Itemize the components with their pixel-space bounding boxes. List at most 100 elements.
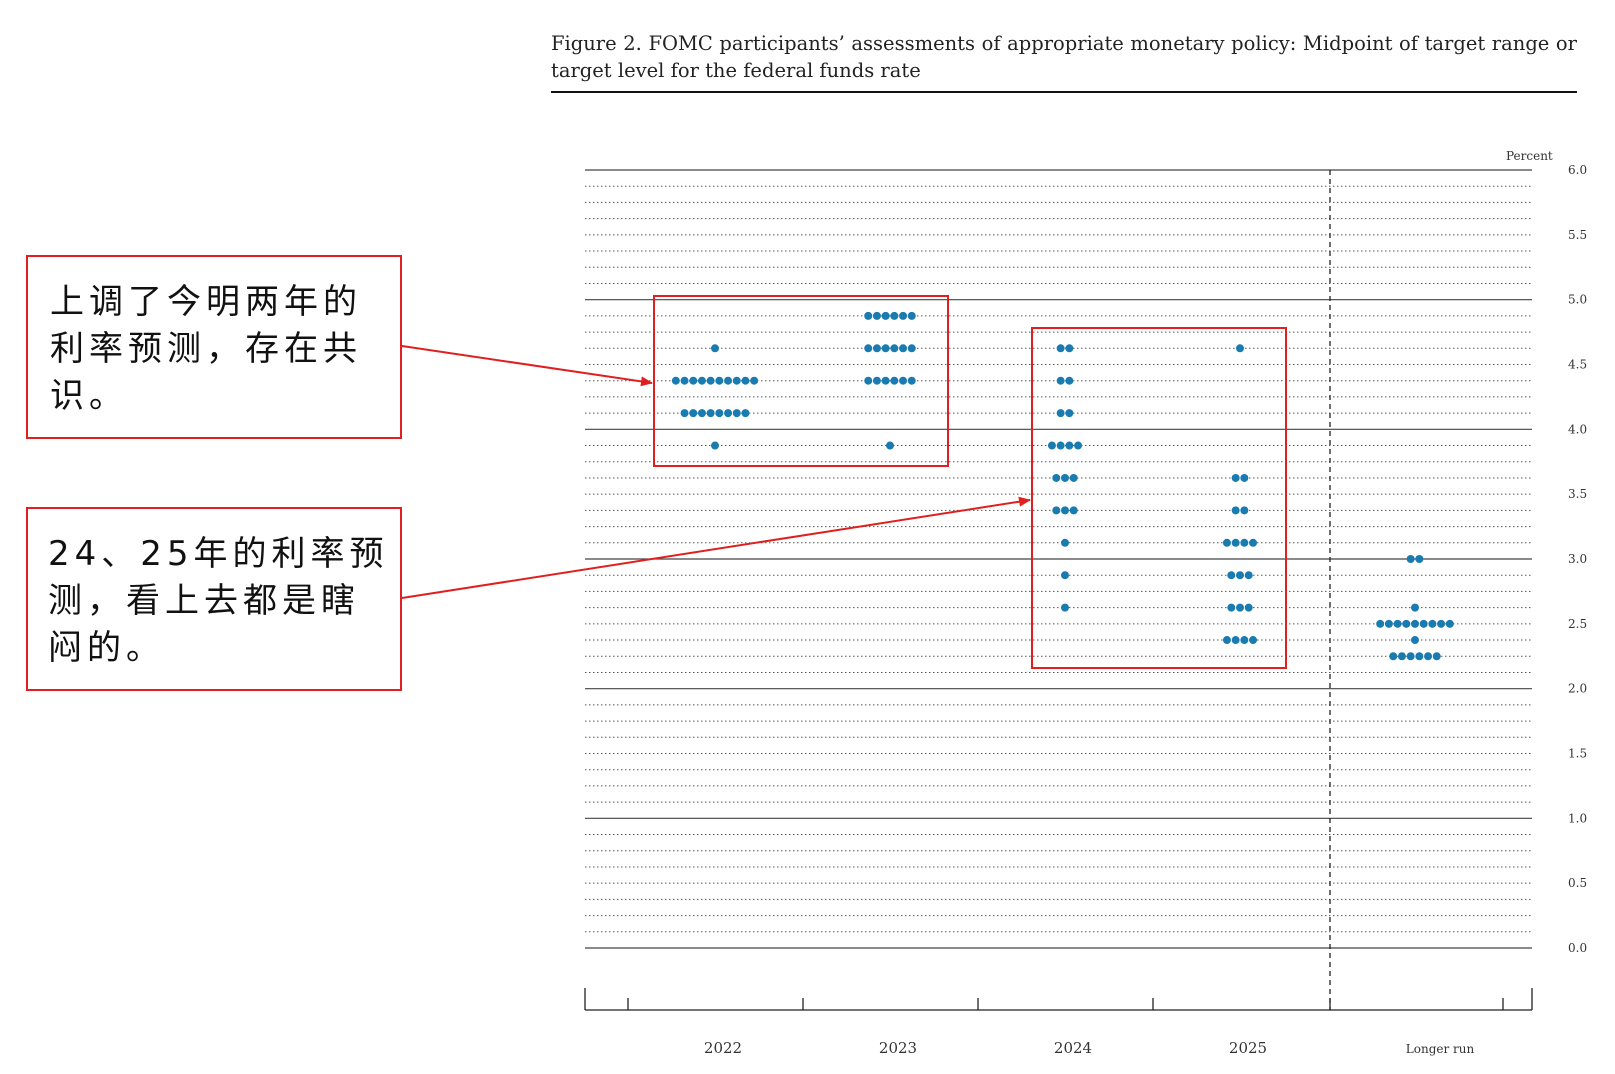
dot-2025 <box>1244 571 1253 580</box>
highlight-box-2022-2023 <box>653 295 949 467</box>
dot-longer-run <box>1424 652 1433 661</box>
dot-longer-run <box>1411 636 1419 645</box>
dot-longer-run <box>1437 619 1446 628</box>
y-tick-label: 0.5 <box>1568 876 1587 890</box>
dot-2023 <box>881 311 890 320</box>
dot-2024 <box>1069 473 1078 482</box>
annotation-arrow-1 <box>401 345 653 387</box>
dot-2024 <box>1069 506 1078 515</box>
y-tick-label: 3.5 <box>1568 487 1587 501</box>
dot-longer-run <box>1428 619 1437 628</box>
dot-longer-run <box>1389 652 1398 661</box>
dot-2023 <box>864 376 873 385</box>
highlight-box-2024-2025 <box>1031 327 1287 669</box>
dot-2024 <box>1056 376 1065 385</box>
dot-2022 <box>689 376 698 385</box>
y-tick-label: 5.0 <box>1568 293 1587 307</box>
dot-2023 <box>872 344 881 353</box>
dot-longer-run <box>1376 619 1385 628</box>
y-tick-label: 1.0 <box>1568 811 1587 825</box>
dot-2022 <box>706 409 715 418</box>
annotation-box-1: 上调了今明两年的利率预测，存在共识。 <box>26 255 402 439</box>
dot-2025 <box>1231 636 1240 645</box>
dot-2024 <box>1056 344 1065 353</box>
dot-2025 <box>1236 344 1244 353</box>
dot-2023 <box>890 344 899 353</box>
annotation-text-2: 24、25年的利率预测，看上去都是瞎闷的。 <box>48 534 389 668</box>
dot-2022 <box>689 409 698 418</box>
dot-2022 <box>697 376 706 385</box>
dot-2022 <box>697 409 706 418</box>
dot-2024 <box>1056 441 1065 450</box>
y-tick-label: 1.5 <box>1568 747 1587 761</box>
dot-2022 <box>711 441 719 450</box>
dot-longer-run <box>1402 619 1411 628</box>
dot-2025 <box>1231 538 1240 547</box>
y-unit-label: Percent <box>1506 149 1553 163</box>
dot-2022 <box>680 409 689 418</box>
dot-2024 <box>1047 441 1056 450</box>
dot-longer-run <box>1432 652 1441 661</box>
dot-2025 <box>1236 571 1244 580</box>
dot-2022 <box>706 376 715 385</box>
dot-2024 <box>1052 473 1061 482</box>
dot-2023 <box>907 311 916 320</box>
dot-2023 <box>886 441 894 450</box>
dot-2022 <box>715 409 724 418</box>
dot-2023 <box>899 376 908 385</box>
dot-2025 <box>1236 603 1244 612</box>
dot-2023 <box>890 376 899 385</box>
dot-longer-run <box>1406 555 1415 563</box>
dot-2024 <box>1065 376 1074 385</box>
annotation-text-1: 上调了今明两年的利率预测，存在共识。 <box>50 282 362 416</box>
dot-2024 <box>1061 473 1069 482</box>
x-category-label: 2023 <box>879 1039 917 1057</box>
dot-2022 <box>724 409 733 418</box>
y-tick-label: 0.0 <box>1568 941 1587 955</box>
dot-2024 <box>1052 506 1061 515</box>
dot-2022 <box>671 376 680 385</box>
y-tick-label: 3.0 <box>1568 552 1587 566</box>
y-tick-label: 4.0 <box>1568 422 1587 436</box>
y-tick-label: 2.0 <box>1568 682 1587 696</box>
title-rule <box>551 91 1577 93</box>
x-category-label: Longer run <box>1406 1042 1475 1056</box>
dot-2022 <box>680 376 689 385</box>
dot-2023 <box>881 376 890 385</box>
dot-longer-run <box>1384 619 1393 628</box>
dot-2024 <box>1061 603 1069 612</box>
dot-2025 <box>1227 603 1236 612</box>
y-tick-label: 6.0 <box>1568 163 1587 177</box>
x-category-label: 2024 <box>1054 1039 1092 1057</box>
dot-longer-run <box>1415 555 1424 563</box>
dot-2022 <box>715 376 724 385</box>
dot-2023 <box>899 344 908 353</box>
dot-2024 <box>1056 409 1065 418</box>
y-tick-label: 2.5 <box>1568 617 1587 631</box>
dot-longer-run <box>1397 652 1406 661</box>
dot-2023 <box>864 311 873 320</box>
dot-2023 <box>872 376 881 385</box>
dot-longer-run <box>1415 652 1424 661</box>
dot-2023 <box>899 311 908 320</box>
y-tick-label: 5.5 <box>1568 228 1587 242</box>
dot-2024 <box>1065 409 1074 418</box>
dot-2024 <box>1061 506 1069 515</box>
figure-title: Figure 2. FOMC participants’ assessments… <box>551 32 1577 82</box>
dot-2024 <box>1065 344 1074 353</box>
dot-2025 <box>1227 571 1236 580</box>
dot-2022 <box>750 376 759 385</box>
dot-longer-run <box>1406 652 1415 661</box>
dot-2023 <box>890 311 899 320</box>
dot-2025 <box>1222 538 1231 547</box>
x-category-label: 2025 <box>1229 1039 1267 1057</box>
dot-2023 <box>881 344 890 353</box>
dot-2025 <box>1249 636 1258 645</box>
y-tick-label: 4.5 <box>1568 358 1587 372</box>
dot-2025 <box>1240 473 1249 482</box>
dot-2023 <box>907 344 916 353</box>
dot-2025 <box>1240 538 1249 547</box>
dot-2025 <box>1244 603 1253 612</box>
dot-2022 <box>732 376 741 385</box>
